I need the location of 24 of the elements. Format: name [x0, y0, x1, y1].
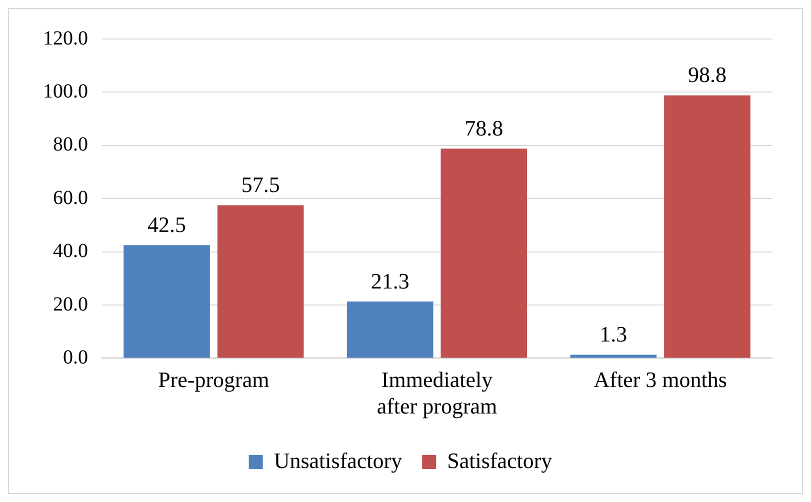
y-tick-label: 0.0 — [63, 346, 88, 368]
y-tick-label: 60.0 — [53, 186, 88, 209]
x-tick-label: Pre-program — [158, 367, 270, 392]
bar — [440, 148, 528, 358]
y-tick-label: 40.0 — [53, 240, 88, 262]
data-label: 1.3 — [600, 322, 628, 347]
bar — [346, 302, 434, 358]
x-tick-label: Immediately after program — [376, 367, 498, 419]
data-label: 42.5 — [148, 212, 186, 237]
data-label: 78.8 — [464, 115, 504, 140]
bar — [124, 245, 210, 358]
data-label: 57.5 — [241, 172, 280, 198]
bar — [570, 354, 657, 358]
y-tick-label: 20.0 — [53, 293, 88, 316]
y-tick-label: 120.0 — [43, 27, 88, 50]
bar — [217, 205, 304, 358]
y-tick-label: 100.0 — [43, 80, 88, 102]
bar — [664, 95, 750, 358]
data-label: 21.3 — [370, 268, 410, 294]
y-tick-label: 80.0 — [53, 134, 88, 156]
data-label: 98.8 — [688, 62, 726, 88]
legend-label: Satisfactory — [447, 448, 552, 473]
legend-label: Unsatisfactory — [274, 448, 402, 473]
x-tick-label: After 3 months — [594, 367, 727, 392]
